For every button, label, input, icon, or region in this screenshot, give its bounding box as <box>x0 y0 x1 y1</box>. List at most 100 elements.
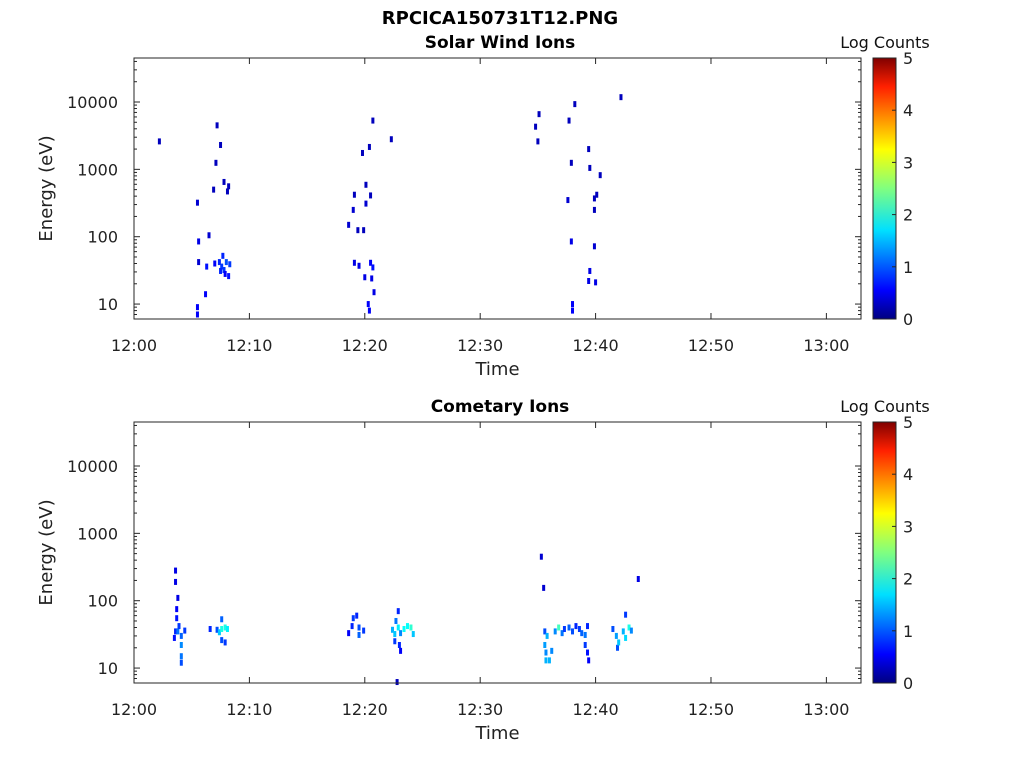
data-cell <box>212 186 216 193</box>
colorbar-tick-label: 3 <box>903 153 913 172</box>
colorbar-tick-label: 4 <box>903 101 913 120</box>
data-cell <box>595 191 599 198</box>
data-cell <box>539 553 543 560</box>
y-tick-label: 10000 <box>67 457 118 476</box>
data-cell <box>228 261 232 268</box>
data-cell <box>351 206 355 213</box>
data-cell <box>587 657 591 664</box>
data-cell <box>222 178 226 185</box>
panel-title: Cometary Ions <box>431 397 570 417</box>
colorbar-tick-label: 1 <box>903 622 913 641</box>
y-tick-label: 10 <box>98 659 118 678</box>
data-cell <box>223 639 227 646</box>
data-cell <box>223 270 227 277</box>
data-cell <box>174 628 178 635</box>
x-tick-label: 12:50 <box>688 336 734 355</box>
data-cell <box>550 647 554 654</box>
data-cell <box>225 188 229 195</box>
data-cell <box>221 252 225 259</box>
data-cell <box>588 164 592 171</box>
data-cell <box>370 275 374 282</box>
colorbar-label: Log Counts <box>840 33 930 52</box>
data-cell <box>360 149 364 156</box>
data-cell <box>560 630 564 637</box>
data-cell <box>195 199 199 206</box>
data-cell <box>195 304 199 311</box>
data-cell <box>347 221 351 228</box>
data-cell <box>213 260 217 267</box>
colorbar-tick-label: 0 <box>903 674 913 693</box>
data-cell <box>179 659 183 666</box>
data-cell <box>351 615 355 622</box>
data-cell <box>364 200 368 207</box>
data-cell <box>567 624 571 631</box>
data-cell <box>569 159 573 166</box>
y-tick-label: 1000 <box>77 160 118 179</box>
data-cell <box>225 626 229 633</box>
data-cell <box>197 238 201 245</box>
data-cell <box>624 611 628 618</box>
x-axis-label: Time <box>474 359 519 380</box>
y-tick-label: 10000 <box>67 93 118 112</box>
colorbar-tick-label: 5 <box>903 49 913 68</box>
data-cell <box>617 639 621 646</box>
data-cell <box>215 626 219 633</box>
data-cell <box>176 594 180 601</box>
x-tick-label: 13:00 <box>803 700 849 719</box>
x-tick-label: 12:00 <box>111 336 157 355</box>
data-cell <box>592 243 596 250</box>
data-cell <box>566 197 570 204</box>
x-tick-label: 12:40 <box>573 336 619 355</box>
y-axis-label: Energy (eV) <box>36 499 57 605</box>
data-cell <box>611 626 615 633</box>
data-cell <box>369 259 373 266</box>
x-tick-label: 12:20 <box>342 700 388 719</box>
data-cell <box>175 606 179 613</box>
data-cell <box>571 307 575 314</box>
data-cell <box>367 143 371 150</box>
data-cell <box>366 301 370 308</box>
data-cell <box>390 626 394 633</box>
x-tick-label: 13:00 <box>803 336 849 355</box>
data-cell <box>179 653 183 660</box>
data-cell <box>219 141 223 148</box>
data-cell <box>553 628 557 635</box>
data-cell <box>624 634 628 641</box>
data-cell <box>614 632 618 639</box>
data-cell <box>586 649 590 656</box>
data-cell <box>227 273 231 280</box>
data-cell <box>580 630 584 637</box>
data-cell <box>363 274 367 281</box>
data-cell <box>557 624 561 631</box>
axes-frame <box>133 57 862 320</box>
x-tick-label: 12:20 <box>342 336 388 355</box>
data-cell <box>395 679 399 686</box>
data-cell <box>205 263 209 270</box>
data-cell <box>409 624 413 631</box>
data-cell <box>219 267 223 274</box>
data-cell <box>393 638 397 645</box>
data-cell <box>223 624 227 631</box>
data-cell <box>397 641 401 648</box>
data-cell <box>217 259 221 266</box>
data-cell <box>172 634 176 641</box>
data-cell <box>347 630 351 637</box>
y-axis-label: Energy (eV) <box>36 135 57 241</box>
colorbar-tick-label: 0 <box>903 310 913 329</box>
data-cell <box>547 657 551 664</box>
data-cell <box>220 616 224 623</box>
data-cell <box>544 649 548 656</box>
data-cell <box>195 311 199 318</box>
colorbar-tick-label: 4 <box>903 465 913 484</box>
data-cell <box>587 146 591 153</box>
data-cell <box>389 136 393 143</box>
data-cell <box>592 195 596 202</box>
data-cell <box>544 657 548 664</box>
plot-area <box>134 422 861 683</box>
data-cell <box>357 262 361 269</box>
plot-area <box>134 58 861 319</box>
data-cell <box>157 138 161 145</box>
data-cell <box>207 232 211 239</box>
data-cell <box>536 138 540 145</box>
